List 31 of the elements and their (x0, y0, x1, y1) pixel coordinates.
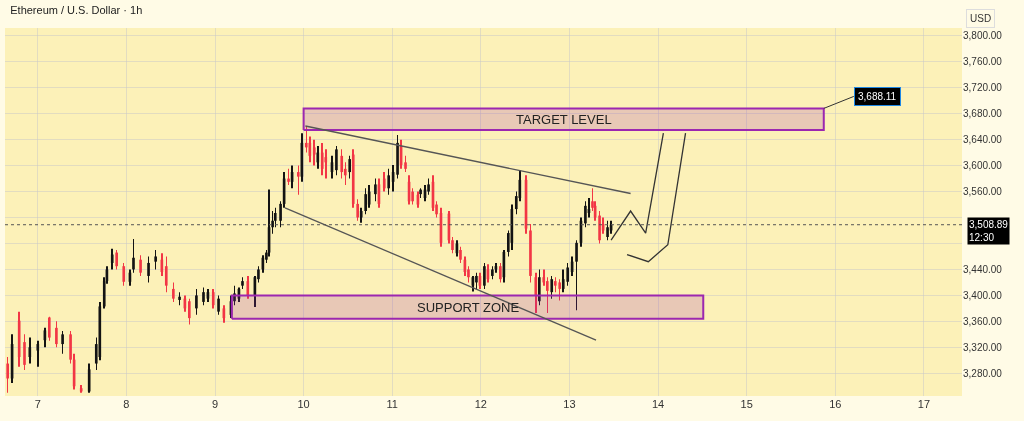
y-tick-label: 3,560.00 (963, 186, 1003, 198)
y-tick-label: 3,440.00 (963, 263, 1003, 275)
chart-title: Ethereum / U.S. Dollar · 1h (10, 4, 143, 17)
annotation: 3,688.11 (858, 91, 897, 102)
x-tick-label: 12 (474, 398, 487, 410)
x-tick-label: 9 (211, 398, 219, 410)
y-tick-label: 3,280.00 (963, 367, 1003, 379)
y-tick-label: 3,640.00 (963, 134, 1003, 146)
x-tick-label: 14 (651, 398, 665, 410)
x-tick-label: 8 (123, 398, 130, 410)
series-label: TARGET LEVEL (516, 112, 612, 127)
x-tick-label: 17 (917, 398, 931, 410)
y-tick-label: 3,600.00 (963, 160, 1003, 172)
y-tick-label: 3,680.00 (963, 108, 1003, 120)
x-tick-label: 13 (563, 398, 576, 410)
y-tick-label: 3,320.00 (963, 341, 1003, 353)
x-tick-label: 10 (297, 398, 310, 410)
series-label: SUPPORT ZONE (417, 300, 520, 315)
y-tick-label: 3,800.00 (963, 30, 1003, 42)
y-tick-label: 3,360.00 (963, 315, 1003, 327)
y-tick-label: 3,720.00 (963, 82, 1003, 94)
y-tick-label: 3,760.00 (963, 56, 1003, 68)
x-tick-label: 11 (386, 398, 398, 410)
ref-line-label: 3,508.89 12:30 (969, 219, 1009, 243)
x-tick-label: 7 (34, 398, 41, 410)
x-tick-label: 16 (829, 398, 842, 410)
line-series (610, 132, 665, 241)
y-tick-label: 3,400.00 (963, 289, 1003, 301)
line-series (626, 132, 687, 263)
y-axis-title: USD (970, 13, 992, 24)
x-tick-label: 15 (740, 398, 753, 410)
